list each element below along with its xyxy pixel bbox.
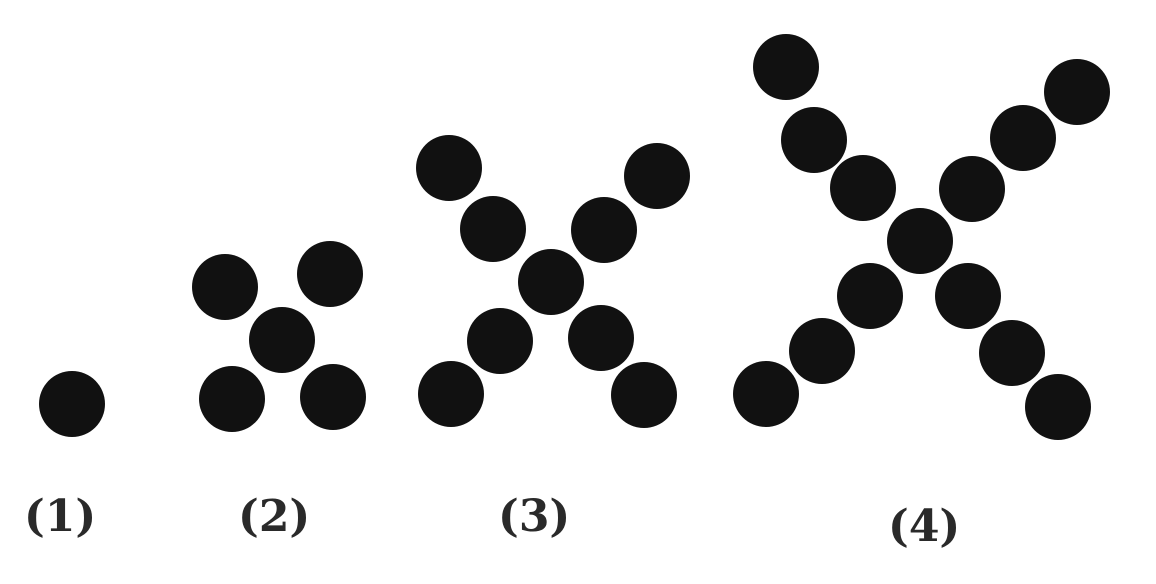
figure-3-dot-6 [467,308,533,374]
figure-3-dot-9 [611,362,677,428]
figure-3-dot-2 [460,196,526,262]
figure-4-dots [733,34,1110,440]
figure-3-dots [416,135,690,428]
figure-2-dot-1 [192,254,258,320]
figure-3-dot-7 [418,361,484,427]
figure-3-dot-4 [571,197,637,263]
figure-2-dot-2 [297,241,363,307]
figure-4-dot-1 [753,34,819,100]
figure-1-dots [39,371,105,437]
figure-3-dot-1 [416,135,482,201]
figure-1-label: (1) [24,491,97,542]
figure-4-dot-9 [789,318,855,384]
figure-2-label: (2) [238,491,311,542]
figure-2-dot-4 [199,366,265,432]
figure-4-dot-11 [935,263,1001,329]
figure-1-dot-1 [39,371,105,437]
figure-3-dot-3 [518,249,584,315]
figure-4-dot-12 [979,320,1045,386]
figure-4-dot-10 [733,361,799,427]
figure-4-label: (4) [888,501,961,552]
figure-4-dot-5 [939,156,1005,222]
figure-3-label: (3) [498,491,571,542]
figure-4-dot-2 [781,107,847,173]
figure-4-dot-3 [830,155,896,221]
figure-2-dot-3 [249,307,315,373]
figure-2-dots [192,241,366,432]
figure-4-dot-13 [1025,374,1091,440]
figure-3-dot-5 [624,143,690,209]
figure-2-dot-5 [300,364,366,430]
figure-4-dot-4 [887,208,953,274]
figure-4-dot-8 [837,263,903,329]
figure-4-dot-6 [990,105,1056,171]
figure-3-dot-8 [568,305,634,371]
figure-4-dot-7 [1044,59,1110,125]
